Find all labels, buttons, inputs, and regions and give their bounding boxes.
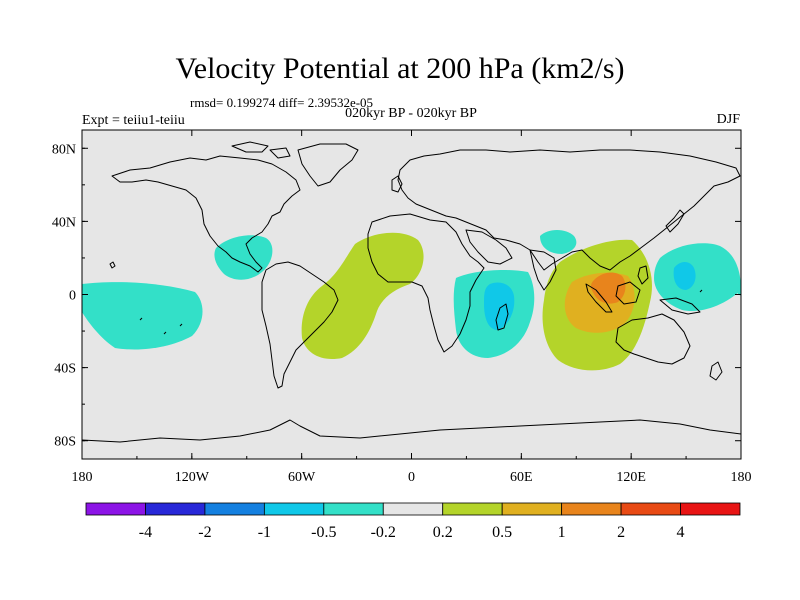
colorbar-label: -1 <box>258 524 271 541</box>
colorbar-box <box>204 502 265 516</box>
coast-eurasia <box>397 149 741 271</box>
region-central-pacific-negative-wrap <box>737 284 741 296</box>
coast-antarctica <box>82 419 741 443</box>
colorbar-box <box>620 502 681 516</box>
colorbar-box <box>680 502 741 516</box>
colorbar-label: -2 <box>198 524 211 541</box>
colorbar-label: 0.2 <box>433 524 453 541</box>
coast-india <box>529 249 557 291</box>
region-central-america-negative <box>214 235 273 280</box>
stats-line: rmsd= 0.199274 diff= 2.39532e-05 <box>190 95 374 110</box>
coast-africa <box>367 213 485 353</box>
x-tick-label: 120E <box>616 470 646 485</box>
colorbar-box <box>382 502 444 516</box>
colorbar-label: 4 <box>677 524 685 541</box>
colorbar-label: 2 <box>617 524 625 541</box>
coast-japan <box>665 209 685 233</box>
colorbar-label: -0.5 <box>311 524 336 541</box>
colorbar-box <box>442 502 503 516</box>
region-west-pacific-core <box>673 262 696 290</box>
y-tick-label: 80S <box>54 435 76 450</box>
coast-madagascar <box>495 303 509 331</box>
colorbar: -4 -2 -1 -0.5 -0.2 0.2 0.5 1 2 4 <box>85 502 741 541</box>
coast-new-zealand <box>709 361 723 381</box>
coast-north-america <box>111 155 301 273</box>
region-arabian-sea-negative <box>540 230 577 254</box>
y-tick-label: 0 <box>69 289 76 304</box>
y-tick-label: 80N <box>52 142 76 157</box>
coast-new-guinea <box>659 297 701 315</box>
experiment-label: Expt = teiiu1-teiiu <box>82 113 185 128</box>
x-tick-label: 180 <box>731 470 752 485</box>
y-tick-label: 40N <box>52 215 76 230</box>
season-label: DJF <box>716 112 740 127</box>
subtitle: 020kyr BP - 020kyr BP <box>345 106 477 121</box>
colorbar-label: 0.5 <box>492 524 512 541</box>
region-central-pacific-negative <box>82 282 203 350</box>
colorbar-label: -4 <box>139 524 152 541</box>
coast-pacific-dots <box>139 289 703 335</box>
coastlines <box>82 141 741 443</box>
x-tick-label: 60E <box>510 470 533 485</box>
coast-arctic-islands <box>231 141 291 159</box>
region-west-pacific-negative <box>654 243 741 312</box>
coast-borneo <box>615 281 641 305</box>
coast-british-isles <box>391 175 403 193</box>
x-tick-label: 60W <box>288 470 316 485</box>
axis-ticks: 180 120W 60W 0 60E 120E 180 80N 40N 0 40S 80S <box>52 130 752 485</box>
map-title: Velocity Potential at 200 hPa (km2/s) <box>175 52 625 85</box>
x-tick-label: 0 <box>408 470 415 485</box>
coast-arabia <box>465 229 513 265</box>
region-atlantic-south-america-positive <box>301 232 424 360</box>
coast-south-america <box>261 261 339 389</box>
coast-sumatra <box>585 283 613 313</box>
colorbar-box <box>501 502 563 516</box>
x-tick-label: 180 <box>72 470 93 485</box>
y-tick-label: 40S <box>54 362 76 377</box>
colorbar-box <box>85 502 146 516</box>
coast-australia <box>615 313 691 365</box>
coast-hawaii <box>109 261 116 269</box>
region-maritime-continent-max <box>591 272 626 304</box>
colorbar-box <box>323 502 384 516</box>
coast-philippines <box>637 265 649 285</box>
colorbar-box <box>263 502 325 516</box>
coast-greenland <box>297 143 359 187</box>
colorbar-label: 1 <box>558 524 566 541</box>
anomaly-regions <box>82 230 741 371</box>
colorbar-label: -0.2 <box>371 524 396 541</box>
x-tick-label: 120W <box>175 470 210 485</box>
colorbar-box <box>561 502 622 516</box>
colorbar-box <box>145 502 206 516</box>
